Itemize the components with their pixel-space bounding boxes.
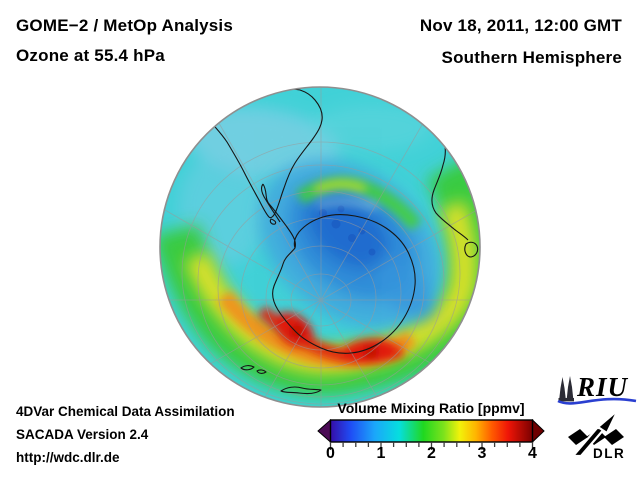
url-label: http://wdc.dlr.de xyxy=(16,450,120,465)
colorbar-under-arrow xyxy=(317,419,331,444)
colorbar-tick-label-2: 2 xyxy=(427,445,436,462)
page-subtitle-level: Ozone at 55.4 hPa xyxy=(16,46,165,65)
coastline-tierra-del-fuego xyxy=(269,218,277,225)
coastline-antarctica xyxy=(261,183,416,354)
globe-limb xyxy=(159,86,481,408)
colorbar-title: Volume Mixing Ratio [ppmv] xyxy=(337,400,525,416)
riu-logo: RIU xyxy=(556,372,638,408)
dlr-logo-text: DLR xyxy=(593,446,626,461)
colorbar-ticks xyxy=(329,442,534,450)
dlr-emblem-icon xyxy=(568,409,624,458)
riu-wave-icon xyxy=(557,397,637,405)
colorbar-tick-label-3: 3 xyxy=(477,445,487,462)
graticule xyxy=(160,87,480,407)
version-label: SACADA Version 2.4 xyxy=(16,427,149,442)
colorbar-tick-label-0: 0 xyxy=(326,445,335,462)
colorbar-tick-label-1: 1 xyxy=(376,445,386,462)
colorbar-gradient xyxy=(329,419,534,443)
timestamp: Nov 18, 2011, 12:00 GMT xyxy=(419,16,622,35)
hemisphere-label: Southern Hemisphere xyxy=(441,48,622,67)
colorbar-over-arrow xyxy=(532,419,545,444)
dlr-logo: DLR xyxy=(567,409,637,471)
colorbar-scale xyxy=(317,419,545,450)
riu-logo-text: RIU xyxy=(577,372,629,402)
grid-noise-texture xyxy=(160,87,480,407)
colorbar: Volume Mixing Ratio [ppmv] xyxy=(317,400,545,468)
colorbar-tick-label-4: 4 xyxy=(528,445,537,462)
cathedral-icon xyxy=(558,376,574,402)
coastline-tasmania xyxy=(464,241,479,258)
coastline-island-chain-south xyxy=(280,386,322,395)
assimilation-label: 4DVar Chemical Data Assimilation xyxy=(16,404,235,419)
page-title: GOME−2 / MetOp Analysis xyxy=(16,16,234,35)
riu-logo-graphics xyxy=(557,376,637,405)
coastline-islands-falklands xyxy=(240,365,267,374)
